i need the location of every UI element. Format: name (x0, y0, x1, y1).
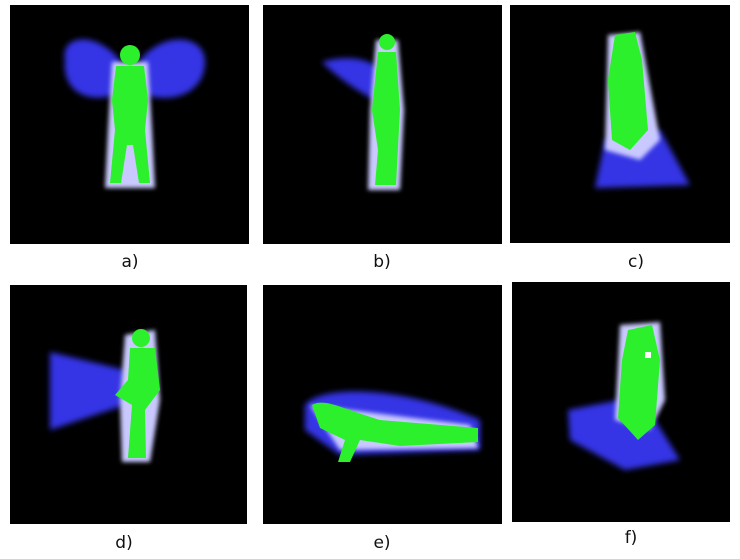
panel-d (10, 285, 247, 524)
panel-e (263, 285, 502, 524)
panel-c (510, 5, 730, 243)
panel-a (10, 5, 249, 244)
panel-label: e) (373, 533, 390, 553)
panel-label: c) (628, 252, 644, 272)
panel-label: d) (115, 533, 132, 553)
panel-f (512, 282, 730, 522)
panel-b (263, 5, 502, 244)
panel-label: f) (625, 528, 638, 548)
panel-label: b) (373, 252, 390, 272)
panel-label: a) (121, 252, 138, 272)
figure: a) b) c) d) e) f) (0, 0, 740, 559)
